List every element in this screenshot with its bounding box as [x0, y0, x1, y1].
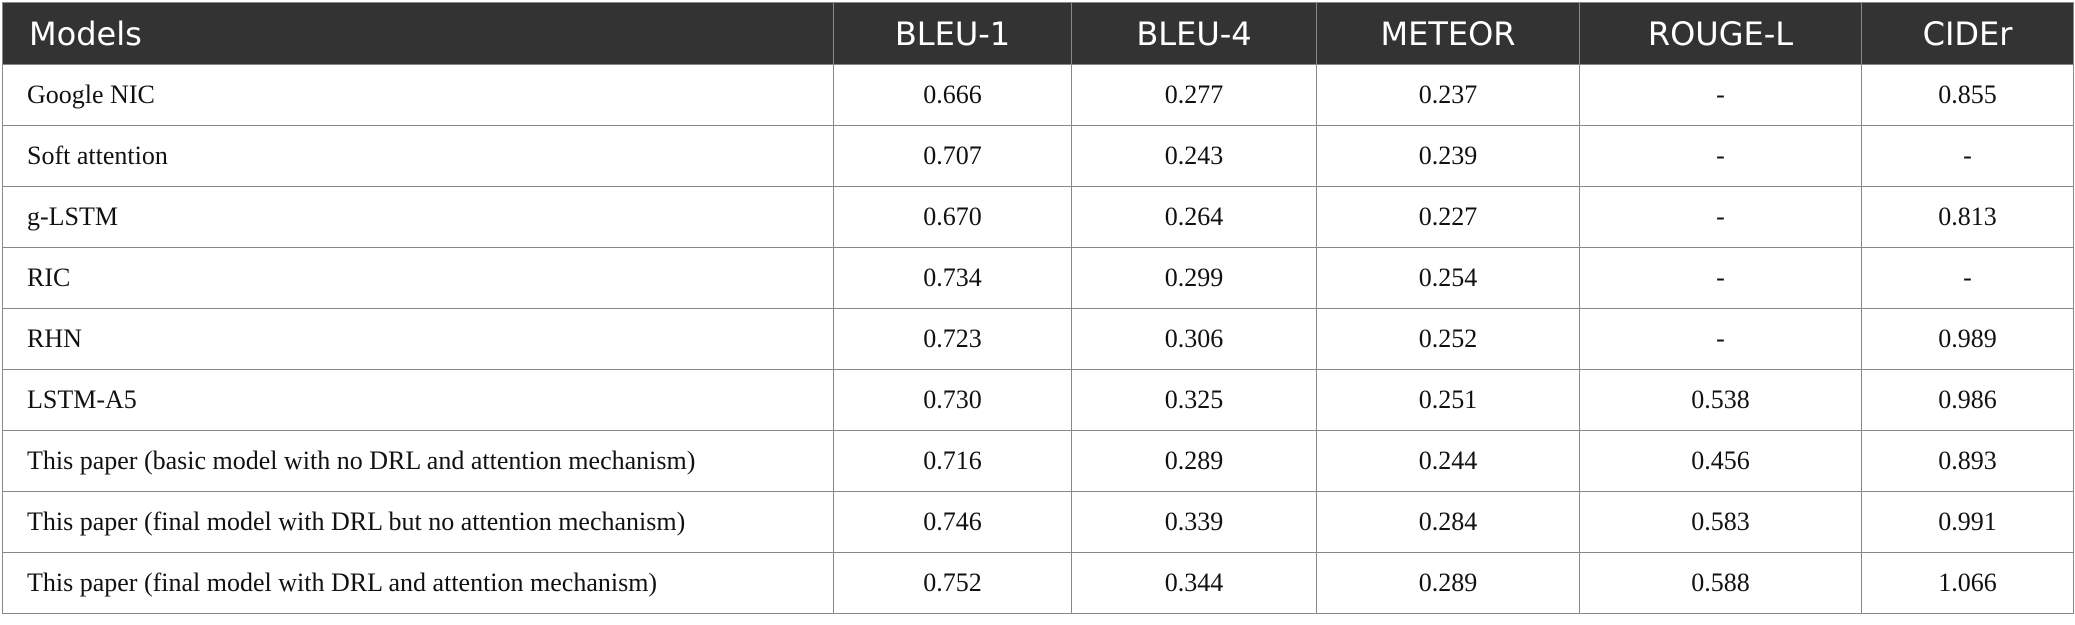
metric-value: 0.986: [1861, 369, 2074, 431]
header-cell: METEOR: [1316, 2, 1580, 65]
table-row: RHN 0.723 0.306 0.252-0.989: [2, 308, 2074, 370]
model-name: Soft attention: [2, 125, 834, 187]
model-name: Google NIC: [2, 64, 834, 126]
header-row: Models BLEU-1 BLEU-4 METEOR ROUGE-L CIDEr: [2, 2, 2074, 65]
metric-value: -: [1579, 186, 1862, 248]
model-name: RHN: [2, 308, 834, 370]
table-row: Soft attention 0.707 0.243 0.239- -: [2, 125, 2074, 187]
metric-value: 0.734: [833, 247, 1072, 309]
metric-value: 0.252: [1316, 308, 1580, 370]
metric-value: 0.227: [1316, 186, 1580, 248]
table-row: Google NIC 0.666 0.277 0.237-0.855: [2, 64, 2074, 126]
metric-value: 0.989: [1861, 308, 2074, 370]
metric-value: 0.538: [1579, 369, 1862, 431]
metric-value: 0.277: [1071, 64, 1317, 126]
header-cell: CIDEr: [1861, 2, 2074, 65]
metric-value: 0.855: [1861, 64, 2074, 126]
metric-value: 0.244: [1316, 430, 1580, 492]
table-row: g-LSTM 0.670 0.264 0.227-0.813: [2, 186, 2074, 248]
metric-value: 0.306: [1071, 308, 1317, 370]
header-cell: BLEU-4: [1071, 2, 1317, 65]
metric-value: -: [1861, 247, 2074, 309]
metric-value: -: [1861, 125, 2074, 187]
table-row: LSTM-A5 0.730 0.325 0.251 0.538 0.986: [2, 369, 2074, 431]
metric-value: 0.991: [1861, 491, 2074, 553]
model-name: g-LSTM: [2, 186, 834, 248]
table-row: This paper (basic model with no DRL and …: [2, 430, 2074, 492]
header-cell: Models: [2, 2, 834, 65]
metric-value: 0.723: [833, 308, 1072, 370]
metric-value: 0.339: [1071, 491, 1317, 553]
metric-value: 0.289: [1316, 552, 1580, 614]
metric-value: -: [1579, 64, 1862, 126]
metric-value: 0.666: [833, 64, 1072, 126]
metric-value: 0.289: [1071, 430, 1317, 492]
metric-value: 0.746: [833, 491, 1072, 553]
metric-value: 1.066: [1861, 552, 2074, 614]
model-name: RIC: [2, 247, 834, 309]
metric-value: 0.583: [1579, 491, 1862, 553]
metric-value: 0.325: [1071, 369, 1317, 431]
metric-value: 0.588: [1579, 552, 1862, 614]
metric-value: 0.299: [1071, 247, 1317, 309]
metric-value: 0.344: [1071, 552, 1317, 614]
metric-value: 0.254: [1316, 247, 1580, 309]
metric-value: -: [1579, 308, 1862, 370]
metric-value: 0.456: [1579, 430, 1862, 492]
model-name: This paper (final model with DRL and att…: [2, 552, 834, 614]
metric-value: 0.670: [833, 186, 1072, 248]
table-body: Google NIC 0.666 0.277 0.237-0.855 Soft atte…: [2, 64, 2074, 614]
metric-value: 0.716: [833, 430, 1072, 492]
metric-value: 0.813: [1861, 186, 2074, 248]
metric-value: 0.730: [833, 369, 1072, 431]
metric-value: 0.243: [1071, 125, 1317, 187]
table-row: RIC 0.734 0.299 0.254- -: [2, 247, 2074, 309]
metric-value: 0.237: [1316, 64, 1580, 126]
model-name: LSTM-A5: [2, 369, 834, 431]
model-name: This paper (basic model with no DRL and …: [2, 430, 834, 492]
results-table: Models BLEU-1 BLEU-4 METEOR ROUGE-L CIDEr Goo…: [2, 2, 2074, 614]
header-cell: BLEU-1: [833, 2, 1072, 65]
metric-value: -: [1579, 125, 1862, 187]
metric-value: 0.264: [1071, 186, 1317, 248]
metric-value: 0.239: [1316, 125, 1580, 187]
table-row: This paper (final model with DRL but no …: [2, 491, 2074, 553]
table-row: This paper (final model with DRL and att…: [2, 552, 2074, 614]
header-cell: ROUGE-L: [1579, 2, 1862, 65]
model-name: This paper (final model with DRL but no …: [2, 491, 834, 553]
metric-value: 0.752: [833, 552, 1072, 614]
metric-value: 0.893: [1861, 430, 2074, 492]
metric-value: 0.284: [1316, 491, 1580, 553]
metric-value: -: [1579, 247, 1862, 309]
metric-value: 0.251: [1316, 369, 1580, 431]
metric-value: 0.707: [833, 125, 1072, 187]
